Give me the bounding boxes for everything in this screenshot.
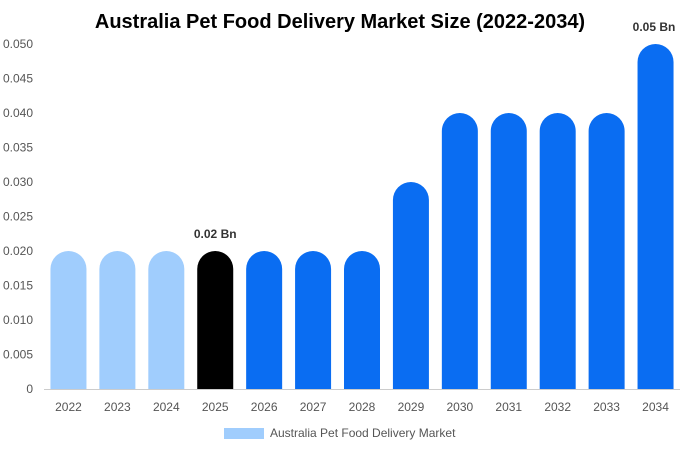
bar-2033 bbox=[588, 113, 625, 389]
bars bbox=[50, 44, 674, 389]
x-tick-label: 2031 bbox=[495, 400, 522, 414]
data-label-2025: 0.02 Bn bbox=[194, 227, 237, 241]
x-tick-label: 2027 bbox=[300, 400, 327, 414]
x-tick-label: 2028 bbox=[349, 400, 376, 414]
data-labels: 0.02 Bn 0.05 Bn bbox=[194, 20, 675, 241]
y-tick-label: 0 bbox=[26, 382, 33, 396]
x-axis: 2022 2023 2024 2025 2026 2027 2028 2029 2030 2031… bbox=[44, 389, 680, 414]
bar-2027 bbox=[295, 251, 332, 389]
bar-2025 bbox=[197, 251, 234, 389]
bar-2031 bbox=[490, 113, 527, 389]
bar-2032 bbox=[539, 113, 576, 389]
bar-2029 bbox=[392, 182, 429, 389]
x-tick-label: 2032 bbox=[544, 400, 571, 414]
y-tick-label: 0.025 bbox=[3, 210, 33, 224]
bar-2023 bbox=[99, 251, 136, 389]
y-axis: 0 0.005 0.010 0.015 0.020 0.025 0.030 0.035 0.04… bbox=[3, 37, 33, 396]
bar-2034 bbox=[637, 44, 674, 389]
y-tick-label: 0.010 bbox=[3, 313, 33, 327]
x-tick-label: 2030 bbox=[446, 400, 473, 414]
y-tick-label: 0.045 bbox=[3, 72, 33, 86]
chart-title: Australia Pet Food Delivery Market Size … bbox=[95, 11, 585, 33]
x-tick-label: 2026 bbox=[251, 400, 278, 414]
x-tick-label: 2033 bbox=[593, 400, 620, 414]
y-tick-label: 0.035 bbox=[3, 141, 33, 155]
y-tick-label: 0.015 bbox=[3, 279, 33, 293]
y-tick-label: 0.020 bbox=[3, 244, 33, 258]
x-tick-label: 2022 bbox=[55, 400, 82, 414]
x-tick-label: 2034 bbox=[642, 400, 669, 414]
y-tick-label: 0.030 bbox=[3, 175, 33, 189]
y-tick-label: 0.005 bbox=[3, 348, 33, 362]
x-tick-label: 2023 bbox=[104, 400, 131, 414]
x-tick-label: 2029 bbox=[398, 400, 425, 414]
x-tick-label: 2024 bbox=[153, 400, 180, 414]
bar-2028 bbox=[344, 251, 380, 389]
data-label-2034: 0.05 Bn bbox=[633, 20, 676, 34]
bar-2030 bbox=[441, 113, 478, 389]
y-tick-label: 0.050 bbox=[3, 37, 33, 51]
bar-2022 bbox=[50, 251, 87, 389]
x-tick-label: 2025 bbox=[202, 400, 229, 414]
bar-2026 bbox=[246, 251, 283, 389]
bar-2024 bbox=[148, 251, 185, 389]
y-tick-label: 0.040 bbox=[3, 106, 33, 120]
legend-swatch bbox=[224, 428, 264, 439]
legend: Australia Pet Food Delivery Market bbox=[224, 426, 456, 440]
legend-label: Australia Pet Food Delivery Market bbox=[270, 426, 456, 440]
